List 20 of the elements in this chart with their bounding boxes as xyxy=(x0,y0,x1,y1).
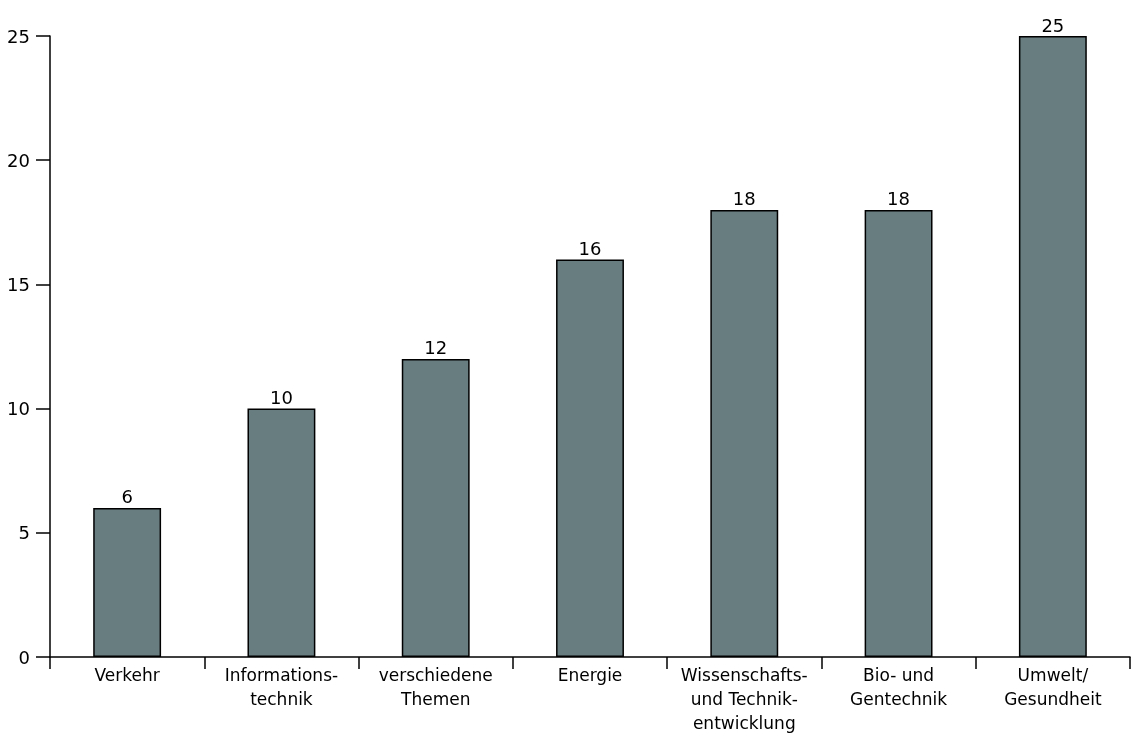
y-tick-label: 15 xyxy=(7,273,30,295)
y-tick-label: 25 xyxy=(7,25,30,47)
y-tick-label: 5 xyxy=(18,522,30,544)
x-tick-label: Verkehr xyxy=(94,665,160,685)
y-tick-label: 20 xyxy=(7,149,30,171)
data-label: 12 xyxy=(424,337,448,359)
data-label: 18 xyxy=(732,188,756,210)
x-tick-label: Umwelt/ Gesundheit xyxy=(1004,665,1102,709)
data-label: 18 xyxy=(887,188,911,210)
y-tick-label: 10 xyxy=(7,398,30,420)
x-tick-label: Energie xyxy=(557,665,623,685)
x-tick-label: verschiedene Themen xyxy=(378,665,493,709)
x-tick-label: Informations- technik xyxy=(224,665,339,709)
x-tick-label: Bio- und Gentechnik xyxy=(850,665,948,709)
data-label: 6 xyxy=(121,486,133,508)
y-tick-label: 0 xyxy=(18,646,30,668)
data-label: 25 xyxy=(1041,14,1065,36)
data-label: 10 xyxy=(269,387,293,409)
x-tick-label: Wissenschafts- und Technik- entwicklung xyxy=(680,665,808,733)
data-label: 16 xyxy=(578,238,602,260)
